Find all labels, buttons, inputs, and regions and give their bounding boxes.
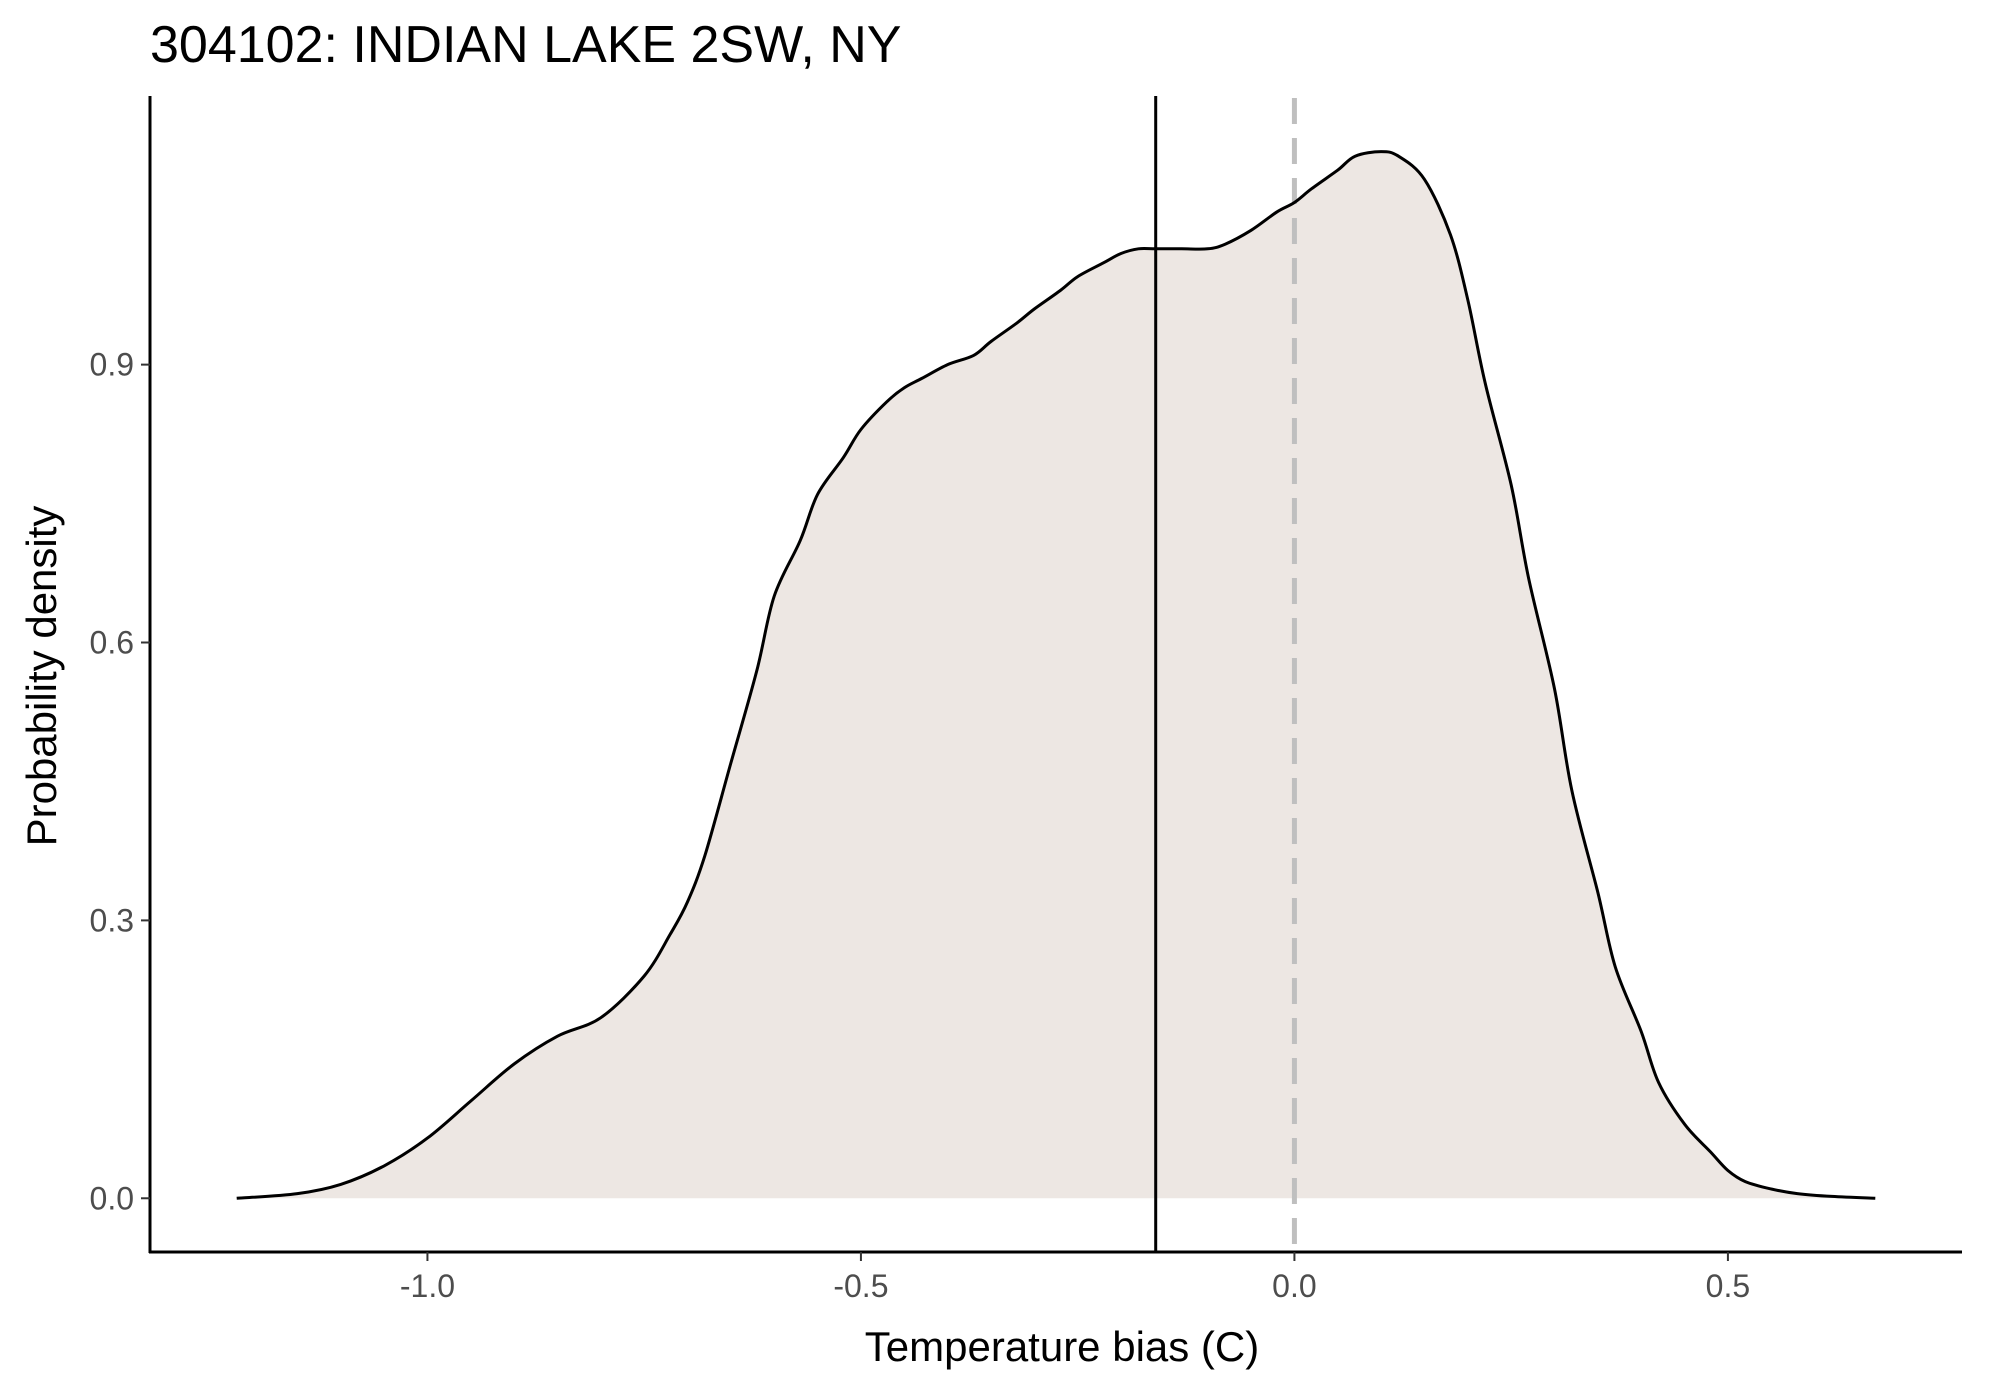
x-tick-label: 0.0 (1272, 1268, 1316, 1304)
x-axis-title: Temperature bias (C) (865, 1323, 1259, 1370)
y-tick-label: 0.9 (90, 347, 134, 383)
density-area (236, 151, 1876, 1199)
x-tick-label: -0.5 (833, 1268, 888, 1304)
y-tick-label: 0.6 (90, 625, 134, 661)
density-curve (236, 150, 1876, 1200)
x-tick-label: -1.0 (400, 1268, 455, 1304)
chart-title: 304102: INDIAN LAKE 2SW, NY (150, 16, 901, 74)
plot-area (236, 96, 1876, 1252)
y-tick-label: 0.3 (90, 902, 134, 938)
y-tick-label: 0.0 (90, 1180, 134, 1216)
y-axis-title: Probability density (18, 506, 65, 847)
axes: -1.0 -0.5 0.0 0.5 0.0 0.3 0.6 0.9 (90, 96, 1962, 1304)
x-tick-label: 0.5 (1706, 1268, 1750, 1304)
